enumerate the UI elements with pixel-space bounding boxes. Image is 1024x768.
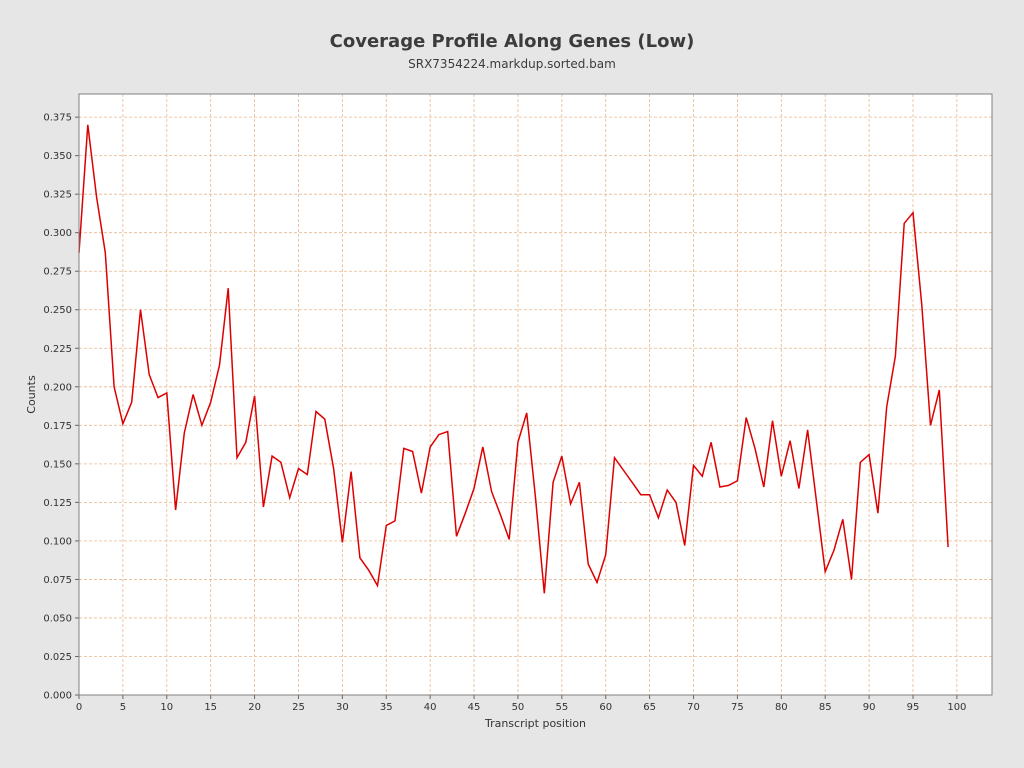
x-tick-label: 5 [120, 702, 126, 713]
x-tick-label: 15 [204, 702, 217, 713]
x-tick-label: 50 [512, 702, 525, 713]
x-tick-label: 25 [292, 702, 305, 713]
x-tick-label: 30 [336, 702, 349, 713]
plot-area [79, 94, 992, 695]
x-tick-label: 80 [775, 702, 788, 713]
x-axis-label: Transcript position [484, 717, 586, 730]
y-tick-label: 0.175 [43, 421, 72, 432]
y-tick-label: 0.300 [43, 228, 72, 239]
x-tick-label: 70 [687, 702, 700, 713]
y-tick-label: 0.000 [43, 691, 72, 702]
coverage-line [78, 124, 949, 594]
x-tick-label: 65 [643, 702, 656, 713]
chart-title: Coverage Profile Along Genes (Low) [329, 31, 695, 52]
y-tick-label: 0.125 [43, 498, 72, 509]
y-tick-label: 0.075 [43, 575, 72, 586]
x-tick-label: 85 [819, 702, 832, 713]
y-tick-label: 0.150 [43, 459, 72, 470]
y-tick-label: 0.375 [43, 113, 72, 124]
x-tick-label: 90 [863, 702, 876, 713]
y-axis: 0.000 0.025 0.050 0.075 0.100 0.125 0.150 0.175… [43, 113, 79, 702]
x-tick-label: 55 [555, 702, 568, 713]
x-tick-label: 10 [160, 702, 173, 713]
chart-subtitle: SRX7354224.markdup.sorted.bam [408, 57, 616, 71]
x-tick-label: 60 [599, 702, 612, 713]
y-tick-label: 0.250 [43, 305, 72, 316]
y-tick-label: 0.200 [43, 382, 72, 393]
x-tick-label: 100 [947, 702, 966, 713]
x-tick-label: 75 [731, 702, 744, 713]
plot-border [78, 93, 993, 696]
x-tick-label: 20 [248, 702, 261, 713]
y-tick-label: 0.025 [43, 652, 72, 663]
x-axis: 0 5 10 15 20 25 30 35 40 45 50 55 60 65 70 75 80 85 90 95 10… [76, 695, 966, 713]
x-tick-label: 40 [424, 702, 437, 713]
x-tick-label: 35 [380, 702, 393, 713]
x-tick-label: 0 [76, 702, 82, 713]
y-tick-label: 0.325 [43, 190, 72, 201]
x-tick-label: 95 [907, 702, 920, 713]
y-tick-label: 0.225 [43, 344, 72, 355]
y-tick-label: 0.275 [43, 267, 72, 278]
y-tick-label: 0.050 [43, 613, 72, 624]
x-tick-label: 45 [468, 702, 481, 713]
y-axis-label: Counts [25, 375, 38, 414]
y-tick-label: 0.350 [43, 151, 72, 162]
y-tick-label: 0.100 [43, 536, 72, 547]
